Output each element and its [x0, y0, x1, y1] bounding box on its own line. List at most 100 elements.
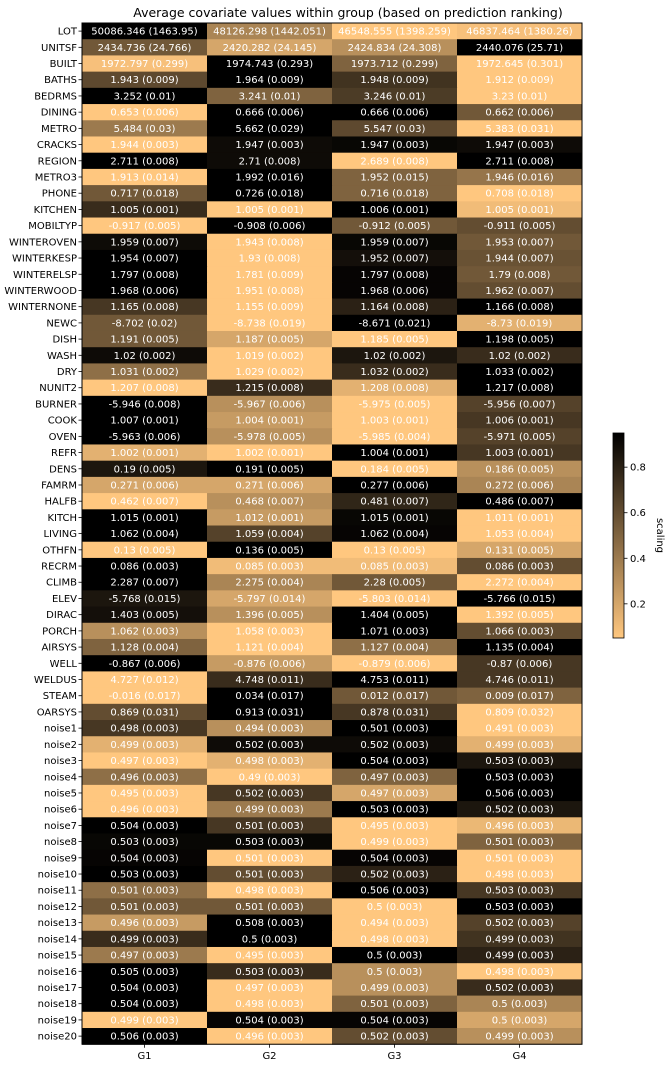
cell-label-ELEV-G1: -5.768 (0.015): [109, 594, 181, 605]
cell-label-PHONE-G2: 0.726 (0.018): [235, 189, 303, 200]
cell-label-LOT-G4: 46837.464 (1380.26): [466, 27, 573, 38]
cell-label-BUILT-G1: 1972.797 (0.299): [101, 59, 188, 70]
cell-label-noise1-G1: 0.498 (0.003): [110, 724, 178, 735]
heatmap-cell-BATHS-G4: [457, 71, 583, 89]
heatmap-cell-RECRM-G2: [207, 557, 333, 575]
heatmap-cell-METRO3-G1: [82, 168, 208, 186]
heatmap-cell-STEAM-G2: [207, 687, 333, 705]
heatmap-cell-AIRSYS-G4: [457, 638, 583, 656]
cell-label-noise5-G1: 0.495 (0.003): [110, 788, 178, 799]
cell-label-WELL-G1: -0.867 (0.006): [109, 659, 181, 670]
heatmap-cell-MOBILTYP-G1: [82, 217, 208, 235]
cell-label-STEAM-G2: 0.034 (0.017): [235, 691, 303, 702]
cell-label-noise11-G4: 0.503 (0.003): [485, 886, 553, 897]
cell-label-UNITSF-G1: 2434.736 (24.766): [98, 43, 192, 54]
row-label-METRO3: METRO3: [35, 172, 77, 183]
cell-label-LIVING-G1: 1.062 (0.004): [110, 529, 178, 540]
heatmap-cell-BURNER-G2: [207, 395, 333, 413]
colorbar: 0.2 0.4 0.6 0.8 scaling: [612, 432, 665, 639]
row-label-WASH: WASH: [47, 351, 77, 362]
cell-label-noise4-G4: 0.503 (0.003): [485, 772, 553, 783]
heatmap-cell-OVEN-G1: [82, 428, 208, 445]
heatmap-cell-noise19-G4: [457, 1011, 583, 1029]
heatmap-cell-noise18-G2: [207, 995, 333, 1013]
heatmap-cell-noise4-G2: [207, 768, 333, 786]
row-label-noise16: noise16: [38, 967, 77, 978]
heatmap-cell-WINTERKESP-G2: [207, 249, 333, 267]
cell-label-DENS-G2: 0.191 (0.005): [235, 464, 303, 475]
heatmap-cell-BUILT-G2: [207, 55, 333, 73]
heatmap-cell-BATHS-G1: [82, 71, 208, 89]
cell-label-noise12-G3: 0.5 (0.003): [367, 902, 423, 913]
cell-label-ELEV-G4: -5.766 (0.015): [484, 594, 556, 605]
heatmap-cell-DRY-G3: [332, 363, 458, 381]
heatmap-cell-noise15-G1: [82, 946, 208, 964]
cell-label-MOBILTYP-G3: -0.912 (0.005): [359, 221, 431, 232]
heatmap-cell-METRO3-G2: [207, 168, 333, 186]
cell-label-noise19-G3: 0.504 (0.003): [360, 1015, 428, 1026]
cell-label-WINTEROVEN-G3: 1.959 (0.007): [360, 237, 428, 248]
heatmap-cell-REFR-G2: [207, 444, 333, 462]
cell-label-LOT-G2: 48126.298 (1442.051): [213, 27, 326, 38]
cell-label-noise11-G3: 0.506 (0.003): [360, 886, 428, 897]
heatmap-cell-noise16-G3: [332, 963, 458, 980]
heatmap-cell-METRO-G2: [207, 120, 333, 137]
heatmap-cell-MOBILTYP-G4: [457, 217, 583, 235]
cell-label-noise15-G3: 0.5 (0.003): [367, 951, 423, 962]
heatmap-cell-WELDUS-G2: [207, 671, 333, 689]
cell-label-RECRM-G4: 0.086 (0.003): [485, 562, 553, 573]
cell-label-BEDRMS-G2: 3.241 (0.01): [239, 91, 301, 102]
heatmap-cell-DISH-G1: [82, 330, 208, 348]
cell-label-BATHS-G3: 1.948 (0.009): [360, 75, 428, 86]
cell-label-noise5-G2: 0.502 (0.003): [235, 788, 303, 799]
heatmap-cell-MOBILTYP-G2: [207, 217, 333, 235]
heatmap-cell-WELL-G1: [82, 655, 208, 672]
heatmap-cell-noise1-G4: [457, 720, 583, 737]
heatmap-cell-DIRAC-G4: [457, 606, 583, 624]
heatmap-cell-LOT-G1: [82, 23, 208, 40]
heatmap-cell-noise14-G4: [457, 930, 583, 948]
heatmap-cell-noise17-G1: [82, 979, 208, 997]
heatmap-cell-noise19-G2: [207, 1011, 333, 1029]
cell-label-DENS-G1: 0.19 (0.005): [114, 464, 176, 475]
cell-label-noise12-G2: 0.501 (0.003): [235, 902, 303, 913]
row-label-noise13: noise13: [38, 918, 77, 929]
heatmap-cell-METRO-G4: [457, 120, 583, 137]
heatmap-cell-REGION-G3: [332, 152, 458, 170]
heatmap-cell-STEAM-G1: [82, 687, 208, 705]
heatmap-cell-DIRAC-G2: [207, 606, 333, 624]
cell-label-NEWC-G1: -8.702 (0.02): [112, 318, 178, 329]
cell-label-OVEN-G1: -5.963 (0.006): [109, 432, 181, 443]
cell-label-HALFB-G1: 0.462 (0.007): [110, 497, 178, 508]
cell-label-noise8-G3: 0.499 (0.003): [360, 837, 428, 848]
cell-label-AIRSYS-G3: 1.127 (0.004): [360, 643, 428, 654]
cell-label-noise8-G1: 0.503 (0.003): [110, 837, 178, 848]
row-label-noise19: noise19: [38, 1015, 77, 1026]
heatmap-cell-METRO3-G3: [332, 168, 458, 186]
cell-label-WINTEROVEN-G1: 1.959 (0.007): [110, 237, 178, 248]
heatmap-cell-REGION-G1: [82, 152, 208, 170]
cell-label-BURNER-G4: -5.956 (0.007): [484, 399, 556, 410]
row-label-noise5: noise5: [44, 788, 77, 799]
cell-label-REGION-G2: 2.71 (0.008): [239, 156, 301, 167]
cell-label-WASH-G1: 1.02 (0.002): [114, 351, 176, 362]
cell-label-noise18-G3: 0.501 (0.003): [360, 999, 428, 1010]
colorbar-gradient: [612, 432, 625, 639]
cell-label-FAMRM-G2: 0.271 (0.006): [235, 480, 303, 491]
cell-label-noise1-G2: 0.494 (0.003): [235, 724, 303, 735]
heatmap-cell-noise14-G3: [332, 930, 458, 948]
heatmap-cell-KITCH-G1: [82, 509, 208, 527]
heatmap-cell-noise11-G2: [207, 882, 333, 899]
cell-label-METRO-G3: 5.547 (0.03): [364, 124, 426, 135]
cell-label-noise4-G1: 0.496 (0.003): [110, 772, 178, 783]
cell-label-WINTERWOOD-G3: 1.968 (0.006): [360, 286, 428, 297]
heatmap-cell-WINTEROVEN-G4: [457, 233, 583, 251]
cell-label-WINTERKESP-G3: 1.952 (0.007): [360, 254, 428, 265]
heatmap-cell-DINING-G2: [207, 104, 333, 121]
cell-label-WELDUS-G4: 4.746 (0.011): [485, 675, 553, 686]
cell-label-WASH-G3: 1.02 (0.002): [364, 351, 426, 362]
heatmap-cell-noise3-G1: [82, 752, 208, 770]
cell-label-WELDUS-G2: 4.748 (0.011): [235, 675, 303, 686]
heatmap-cell-WINTERNONE-G3: [332, 298, 458, 316]
